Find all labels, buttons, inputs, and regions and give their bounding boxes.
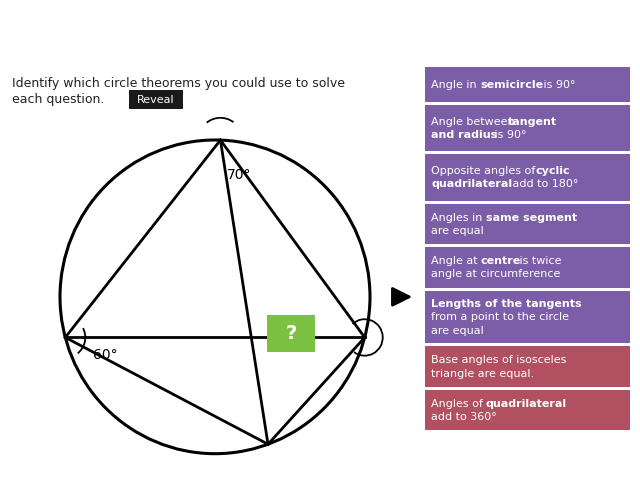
- Text: Reveal: Reveal: [137, 95, 175, 105]
- Text: are equal: are equal: [431, 226, 484, 236]
- FancyBboxPatch shape: [267, 315, 315, 352]
- Text: Lengths of the tangents: Lengths of the tangents: [431, 299, 582, 309]
- Text: and radius: and radius: [431, 130, 497, 140]
- Text: Which Circle Theorem?: Which Circle Theorem?: [8, 13, 366, 42]
- Text: is 90°: is 90°: [541, 80, 576, 90]
- Text: Angle between: Angle between: [431, 117, 518, 127]
- Text: is 90°: is 90°: [491, 130, 527, 140]
- Text: cyclic: cyclic: [536, 166, 570, 176]
- Text: Base angles of isosceles: Base angles of isosceles: [431, 355, 566, 365]
- Text: Opposite angles of: Opposite angles of: [431, 166, 539, 176]
- FancyBboxPatch shape: [425, 105, 630, 151]
- FancyBboxPatch shape: [425, 347, 630, 387]
- Text: Identify which circle theorems you could use to solve: Identify which circle theorems you could…: [12, 77, 345, 90]
- Text: angle at circumference: angle at circumference: [431, 269, 561, 279]
- Text: triangle are equal.: triangle are equal.: [431, 369, 534, 379]
- FancyBboxPatch shape: [425, 204, 630, 244]
- Text: centre: centre: [481, 256, 521, 266]
- Text: each question.: each question.: [12, 94, 104, 107]
- Text: 70°: 70°: [227, 168, 251, 182]
- Text: is twice: is twice: [516, 256, 562, 266]
- Text: from a point to the circle: from a point to the circle: [431, 312, 569, 323]
- Text: add to 360°: add to 360°: [431, 412, 497, 422]
- FancyBboxPatch shape: [425, 390, 630, 431]
- Text: Angles in: Angles in: [431, 213, 486, 223]
- Text: quadrilateral: quadrilateral: [431, 180, 512, 189]
- Text: add to 180°: add to 180°: [509, 180, 579, 189]
- Text: semicircle: semicircle: [481, 80, 543, 90]
- Text: Angle in: Angle in: [431, 80, 480, 90]
- Text: quadrilateral: quadrilateral: [486, 399, 567, 409]
- FancyBboxPatch shape: [425, 67, 630, 102]
- Text: tangent: tangent: [508, 117, 557, 127]
- FancyBboxPatch shape: [425, 154, 630, 201]
- FancyBboxPatch shape: [129, 90, 183, 108]
- Text: 60°: 60°: [93, 348, 118, 361]
- Text: are equal: are equal: [431, 325, 484, 336]
- Text: same segment: same segment: [486, 213, 577, 223]
- FancyBboxPatch shape: [425, 247, 630, 288]
- Text: Angles of: Angles of: [431, 399, 486, 409]
- Text: ?: ?: [285, 324, 297, 343]
- Text: Angle at: Angle at: [431, 256, 481, 266]
- FancyBboxPatch shape: [425, 291, 630, 343]
